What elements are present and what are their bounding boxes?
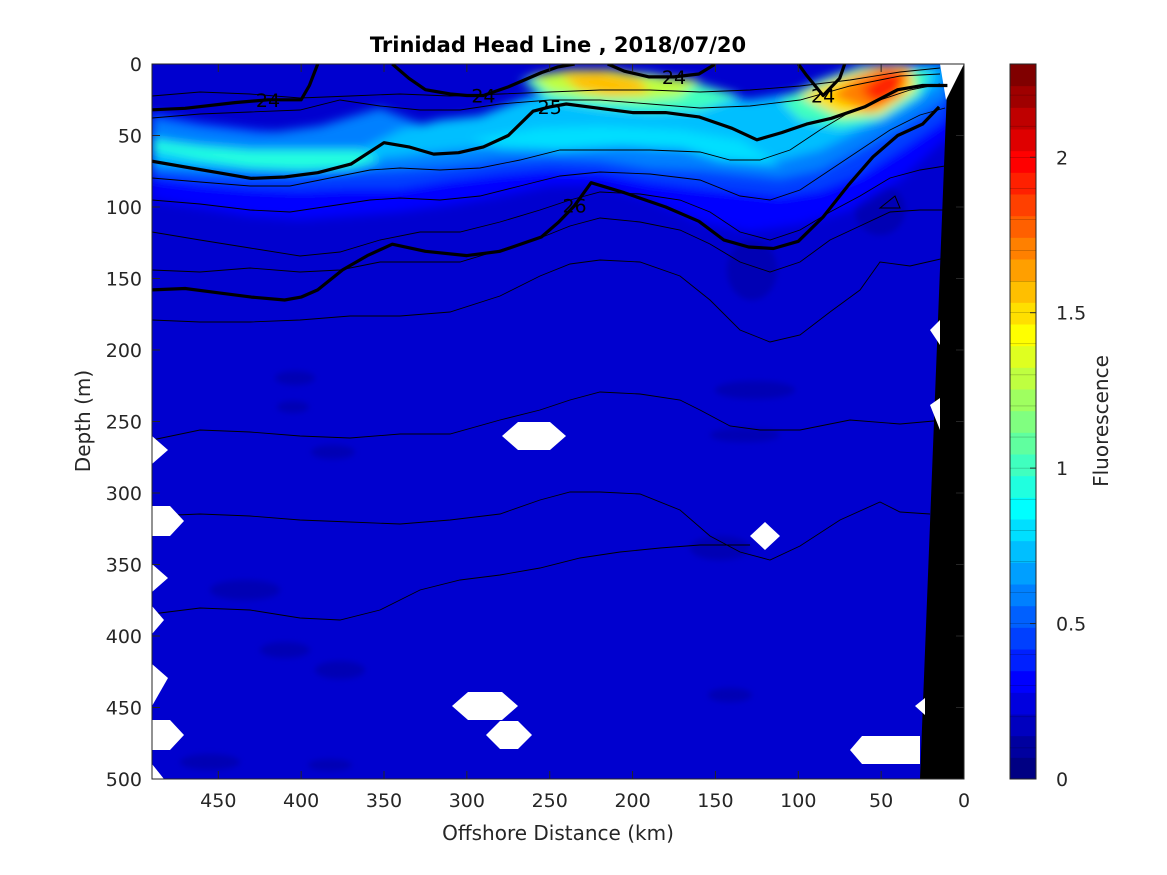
x-tick-label: 150: [697, 790, 733, 812]
x-tick-label: 50: [869, 790, 893, 812]
isopycnal-label: 24: [662, 67, 686, 89]
x-tick-label: 300: [449, 790, 485, 812]
colorbar-segment: [1010, 410, 1036, 433]
low-fluorescence-patches: [180, 185, 905, 771]
colorbar-segment: [1010, 605, 1036, 628]
colorbar-segment: [1010, 107, 1036, 130]
isopycnal-label-text: 24: [662, 67, 686, 89]
colorbar-segment: [1010, 649, 1036, 672]
y-tick-label: 500: [106, 769, 142, 791]
colorbar-segment: [1010, 129, 1036, 152]
isopycnal-label-text: 25: [538, 97, 562, 119]
isopycnal-label: 24: [471, 85, 495, 107]
colorbar-segment: [1010, 497, 1036, 520]
colorbar-segment: [1010, 757, 1036, 780]
colorbar-label: Fluorescence: [1089, 355, 1113, 487]
plot-area: 24 24 24 24 25 26: [152, 64, 964, 779]
isopycnal-label-text: 24: [256, 90, 280, 112]
colorbar-segment: [1010, 475, 1036, 498]
colorbar-segment: [1010, 259, 1036, 282]
isopycnal-26-line: [152, 105, 941, 302]
y-tick-label: 50: [118, 126, 142, 148]
x-tick-label: 200: [614, 790, 650, 812]
y-tick-label: 300: [106, 483, 142, 505]
colorbar-segment: [1010, 237, 1036, 260]
missing-data-patch: [940, 64, 964, 100]
missing-data-patches: [152, 320, 940, 779]
colorbar-segment: [1010, 85, 1036, 108]
thin-isopycnals: [152, 67, 946, 621]
colorbar-tick-label: 1.5: [1056, 303, 1086, 325]
colorbar-segment: [1010, 627, 1036, 650]
colorbar-segment: [1010, 454, 1036, 477]
isopycnal-label: 25: [538, 97, 562, 119]
isopycnal-24-line: [797, 64, 847, 98]
colorbar-segment: [1010, 540, 1036, 563]
small-closed-contour: [878, 195, 901, 209]
colorbar-tick-label: 0: [1056, 769, 1068, 791]
colorbar-segment: [1010, 562, 1036, 585]
x-tick-label: 100: [780, 790, 816, 812]
isopycnal-label-text: 26: [562, 196, 586, 218]
colorbar-segment: [1010, 215, 1036, 238]
colorbar-segment: [1010, 64, 1036, 87]
colorbar-segment: [1010, 172, 1036, 195]
y-tick-label: 250: [106, 412, 142, 434]
x-tick-label: 350: [366, 790, 402, 812]
x-axis-label: Offshore Distance (km): [442, 821, 674, 845]
y-tick-label: 150: [106, 269, 142, 291]
colorbar-segment: [1010, 302, 1036, 325]
y-tick-label: 350: [106, 555, 142, 577]
colorbar-frame: [1009, 63, 1037, 780]
y-tick-label: 450: [106, 698, 142, 720]
y-axis: 0 50 100 150 200 250 300 350 400 450 500: [106, 54, 964, 791]
colorbar-tick-label: 1: [1056, 458, 1068, 480]
y-tick-label: 200: [106, 340, 142, 362]
colorbar: 0 0.5 1 1.5 2: [1009, 63, 1086, 791]
colorbar-segment: [1010, 345, 1036, 368]
colorbar-segment: [1010, 735, 1036, 758]
y-tick-label: 100: [106, 197, 142, 219]
isopycnal-label: 26: [562, 196, 586, 218]
seafloor-mask: [920, 64, 964, 779]
colorbar-tick-label: 2: [1056, 147, 1068, 169]
colorbar-segment: [1010, 324, 1036, 347]
colorbar-segment: [1010, 432, 1036, 455]
colorbar-tick-label: 0.5: [1056, 614, 1086, 636]
x-tick-label: 250: [532, 790, 568, 812]
y-tick-label: 0: [130, 54, 142, 76]
x-tick-label: 450: [200, 790, 236, 812]
colorbar-segment: [1010, 692, 1036, 715]
chart-title: Trinidad Head Line , 2018/07/20: [370, 33, 746, 57]
colorbar-segment: [1010, 280, 1036, 303]
x-tick-label: 0: [958, 790, 970, 812]
colorbar-segment: [1010, 194, 1036, 217]
isopycnal-label: 24: [256, 90, 280, 112]
colorbar-segment: [1010, 519, 1036, 542]
colorbar-segment: [1010, 584, 1036, 607]
y-axis-label: Depth (m): [71, 370, 95, 472]
colorbar-segment: [1010, 389, 1036, 412]
isopycnal-label-text: 24: [471, 85, 495, 107]
colorbar-segment: [1010, 150, 1036, 173]
isopycnal-24-line: [152, 64, 320, 112]
y-tick-label: 400: [106, 626, 142, 648]
colorbar-segment: [1010, 367, 1036, 390]
colorbar-segment: [1010, 714, 1036, 737]
isopycnal-label-text: 24: [811, 85, 835, 107]
x-axis: 450 400 350 300 250 200 150 100 50 0: [200, 64, 970, 812]
colorbar-segment: [1010, 670, 1036, 693]
isopycnal-24-line: [607, 64, 717, 79]
isopycnal-label: 24: [811, 85, 835, 107]
x-tick-label: 400: [283, 790, 319, 812]
isopycnal-25-line: [152, 83, 948, 180]
